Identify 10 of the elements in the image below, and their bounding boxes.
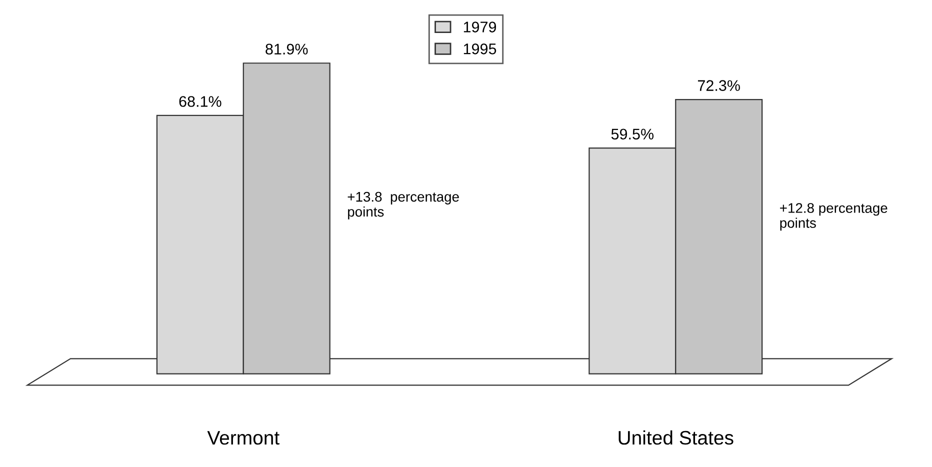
data-label: 72.3%	[698, 80, 740, 91]
annotation: +13.8 percentage points	[348, 192, 459, 220]
annotation: +12.8 percentage points	[780, 203, 888, 231]
data-label: 81.9%	[266, 44, 308, 55]
x-tick-label: United States	[618, 430, 734, 445]
legend-label: 1979	[464, 22, 496, 32]
data-label: 68.1%	[179, 96, 222, 107]
data-label: 59.5%	[611, 128, 654, 140]
x-tick-label: Vermont	[207, 431, 280, 445]
legend-label: 1995	[464, 44, 496, 54]
